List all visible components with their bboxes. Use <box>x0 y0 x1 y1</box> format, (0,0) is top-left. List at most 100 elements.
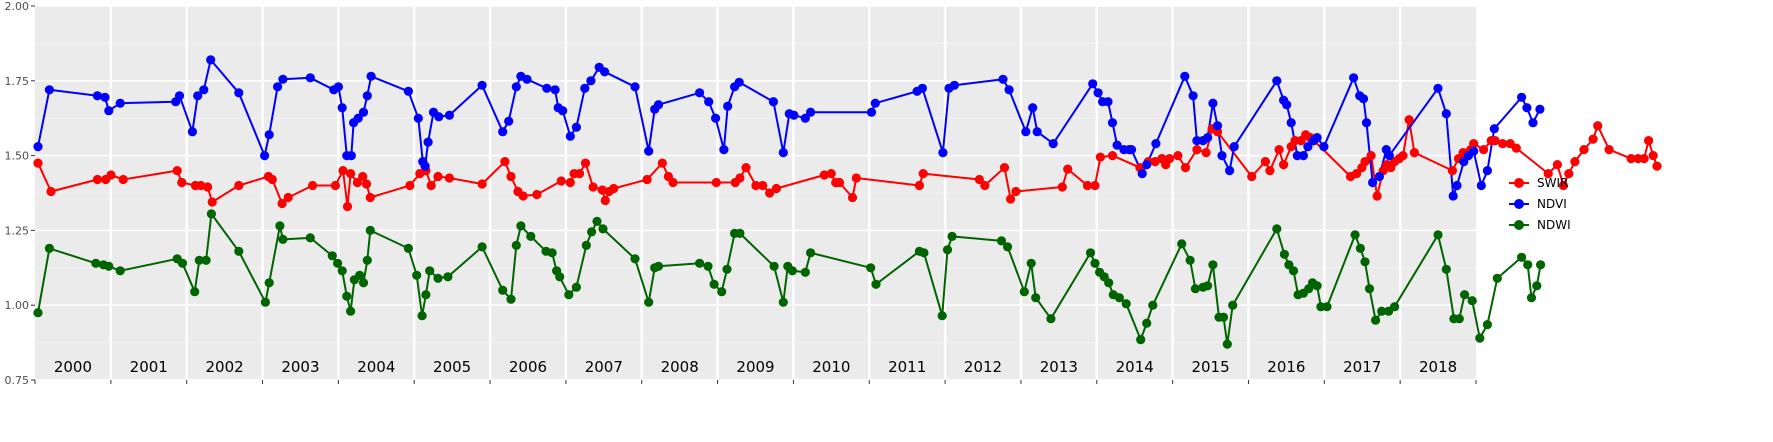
data-point-ndvi <box>511 82 521 92</box>
data-point-swir <box>1593 121 1603 131</box>
data-point-swir <box>342 201 353 212</box>
data-point-swir <box>365 192 375 203</box>
data-point-ndwi <box>177 258 188 268</box>
data-point-swir <box>1570 157 1580 167</box>
data-point-ndvi <box>1107 118 1118 128</box>
data-point-ndvi <box>630 82 640 92</box>
data-point-ndwi <box>115 266 125 276</box>
data-point-ndwi <box>206 209 216 219</box>
data-point-ndwi <box>1218 312 1229 322</box>
data-point-ndwi <box>919 248 929 258</box>
data-point-swir <box>1648 151 1658 161</box>
data-point-ndwi <box>362 255 372 265</box>
data-point-ndvi <box>734 77 744 87</box>
data-point-ndvi <box>586 76 596 86</box>
data-point-swir <box>444 173 454 183</box>
year-labels: 2000 2001 2002 2003 2004 2005 2006 2007 2008 2009… <box>54 358 1457 376</box>
data-point-swir <box>1644 136 1654 146</box>
data-point-ndwi <box>425 266 435 276</box>
series-points-ndvi <box>33 55 1545 201</box>
data-point-swir <box>1490 136 1500 146</box>
data-point-ndvi <box>949 80 960 90</box>
data-point-ndwi <box>498 285 508 295</box>
data-point-swir <box>574 169 585 179</box>
data-point-ndwi <box>1322 302 1332 312</box>
data-point-swir <box>1409 148 1419 158</box>
data-point-ndwi <box>587 227 597 237</box>
y-tick-label: 0.75 <box>5 374 30 387</box>
data-point-swir <box>1063 164 1073 174</box>
data-point-ndvi <box>1489 124 1499 134</box>
data-point-ndwi <box>866 263 876 273</box>
data-point-swir <box>765 188 775 198</box>
data-point-swir <box>1552 160 1562 170</box>
year-label: 2003 <box>281 358 319 376</box>
data-point-ndwi <box>1390 302 1400 312</box>
year-label: 2013 <box>1040 358 1078 376</box>
data-point-swir <box>657 158 667 168</box>
year-label: 2011 <box>888 358 926 376</box>
data-point-ndvi <box>1021 127 1031 137</box>
data-point-ndvi <box>1048 139 1058 149</box>
data-point-swir <box>1398 151 1408 161</box>
year-label: 2006 <box>509 358 547 376</box>
data-point-ndvi <box>366 71 376 81</box>
data-point-ndvi <box>1028 103 1038 113</box>
data-point-ndvi <box>1358 94 1369 104</box>
data-point-ndwi <box>365 225 375 235</box>
data-point-ndwi <box>194 255 204 265</box>
data-point-swir <box>1173 151 1183 161</box>
data-point-ndvi <box>92 91 102 101</box>
data-point-ndwi <box>1031 293 1041 303</box>
data-point-ndvi <box>1225 166 1235 176</box>
data-point-swir <box>506 171 516 182</box>
data-point-ndvi <box>1368 177 1378 188</box>
data-point-swir <box>580 158 591 168</box>
data-point-ndwi <box>333 258 343 268</box>
data-point-ndwi <box>653 261 664 271</box>
data-point-swir <box>92 174 102 185</box>
data-point-ndvi <box>723 101 733 111</box>
data-point-ndvi <box>33 142 43 152</box>
data-point-ndvi <box>806 107 816 117</box>
data-point-swir <box>1558 180 1568 191</box>
data-point-ndvi <box>1384 151 1394 161</box>
data-point-swir <box>1192 145 1202 155</box>
data-point-swir <box>1164 154 1175 164</box>
data-point-swir <box>1247 171 1257 182</box>
data-point-ndwi <box>709 279 719 289</box>
data-point-ndwi <box>1003 242 1013 252</box>
data-point-swir <box>426 180 436 191</box>
year-label: 2002 <box>206 358 244 376</box>
data-point-ndwi <box>787 266 798 276</box>
data-point-ndwi <box>871 279 881 289</box>
data-point-swir <box>106 170 116 180</box>
data-point-ndwi <box>598 224 608 234</box>
data-point-ndvi <box>719 145 729 155</box>
data-point-ndvi <box>778 148 788 158</box>
data-point-ndwi <box>346 306 356 316</box>
data-point-ndvi <box>1151 139 1161 149</box>
data-point-swir <box>1360 157 1370 167</box>
data-point-swir <box>308 180 318 191</box>
data-point-ndvi <box>1203 133 1213 143</box>
data-point-ndvi <box>800 113 810 123</box>
data-point-ndwi <box>1208 260 1218 270</box>
data-point-ndwi <box>1177 239 1187 249</box>
data-point-swir <box>358 171 368 182</box>
data-point-ndvi <box>1374 171 1384 182</box>
data-point-ndvi <box>498 127 508 137</box>
data-point-ndwi <box>234 246 244 256</box>
data-point-ndwi <box>433 273 443 283</box>
data-point-ndwi <box>947 231 957 241</box>
data-point-ndvi <box>187 127 197 137</box>
data-point-swir <box>914 180 925 191</box>
data-point-ndwi <box>412 270 422 280</box>
data-point-swir <box>1579 145 1589 155</box>
data-point-swir <box>330 180 340 191</box>
data-point-swir <box>642 174 652 185</box>
data-point-ndvi <box>600 67 610 77</box>
data-point-ndvi <box>711 113 721 123</box>
data-point-ndwi <box>1355 243 1365 253</box>
data-point-swir <box>1498 139 1508 149</box>
